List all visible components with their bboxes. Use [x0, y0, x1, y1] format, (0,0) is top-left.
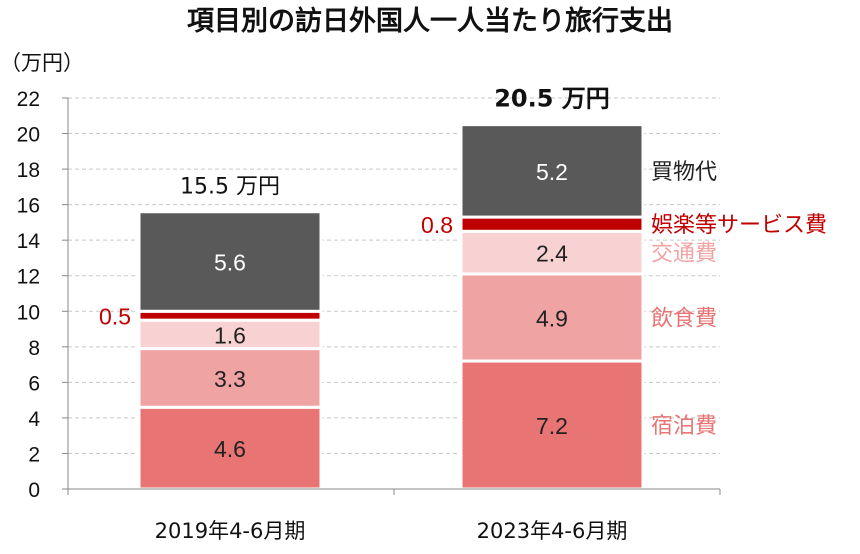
bar-segment [459, 359, 645, 491]
y-tick-label: 0 [28, 479, 40, 502]
y-tick-label: 20 [17, 124, 40, 147]
bar-total-label: 15.5 万円 [180, 175, 280, 200]
bar-segment [137, 210, 323, 313]
bar-segment [459, 215, 645, 233]
y-tick-label: 6 [28, 372, 40, 395]
bar-segment [137, 318, 323, 351]
y-tick-label: 2 [28, 443, 40, 466]
bar-value-label: 5.2 [536, 159, 568, 185]
bar-segment [459, 123, 645, 219]
legend-entry: 飲食費 [651, 306, 717, 331]
segment-labels: 4.6 3.3 1.6 0.5 5.6 15.5 万円 7.2 4.9 2.4 0.8 5.2 20.… [99, 85, 610, 462]
bar-value-label: 0.5 [99, 304, 131, 330]
bar-value-label: 3.3 [214, 366, 246, 392]
y-tick-label: 4 [28, 408, 40, 431]
bar-value-label: 4.9 [536, 305, 568, 331]
x-axis: 2019年4-6月期 2023年4-6月期 [67, 488, 721, 543]
y-axis: 0 2 4 6 8 10 12 14 16 18 20 22 [17, 88, 69, 502]
y-tick-label: 8 [28, 337, 40, 360]
bar-segment [459, 272, 645, 363]
bar-value-label: 5.6 [214, 250, 246, 276]
bar-value-label: 0.8 [421, 212, 453, 238]
y-tick-label: 22 [17, 88, 40, 111]
legend-entry: 買物代 [651, 160, 717, 185]
chart-title: 項目別の訪日外国人一人当たり旅行支出 [187, 5, 673, 37]
bars [137, 123, 645, 491]
y-tick-label: 10 [17, 301, 40, 324]
bar-value-label: 4.6 [214, 436, 246, 462]
bar-value-label: 2.4 [536, 241, 568, 267]
bar-segment [137, 347, 323, 409]
bar-total-label: 20.5 万円 [494, 85, 610, 113]
legend-entry: 交通費 [651, 242, 717, 267]
bar-value-label: 1.6 [214, 322, 246, 348]
legend-entry: 宿泊費 [651, 414, 717, 439]
y-axis-unit-label: （万円） [0, 51, 84, 75]
bar-value-label: 7.2 [536, 413, 568, 439]
y-tick-label: 12 [17, 266, 40, 289]
bar-segment [459, 229, 645, 276]
x-category-label: 2019年4-6月期 [155, 519, 306, 543]
legend-entry: 娯楽等サービス費 [651, 213, 827, 238]
y-tick-label: 18 [17, 159, 40, 182]
x-category-label: 2023年4-6月期 [477, 519, 628, 543]
y-tick-label: 16 [17, 195, 40, 218]
y-tick-label: 14 [17, 230, 41, 253]
